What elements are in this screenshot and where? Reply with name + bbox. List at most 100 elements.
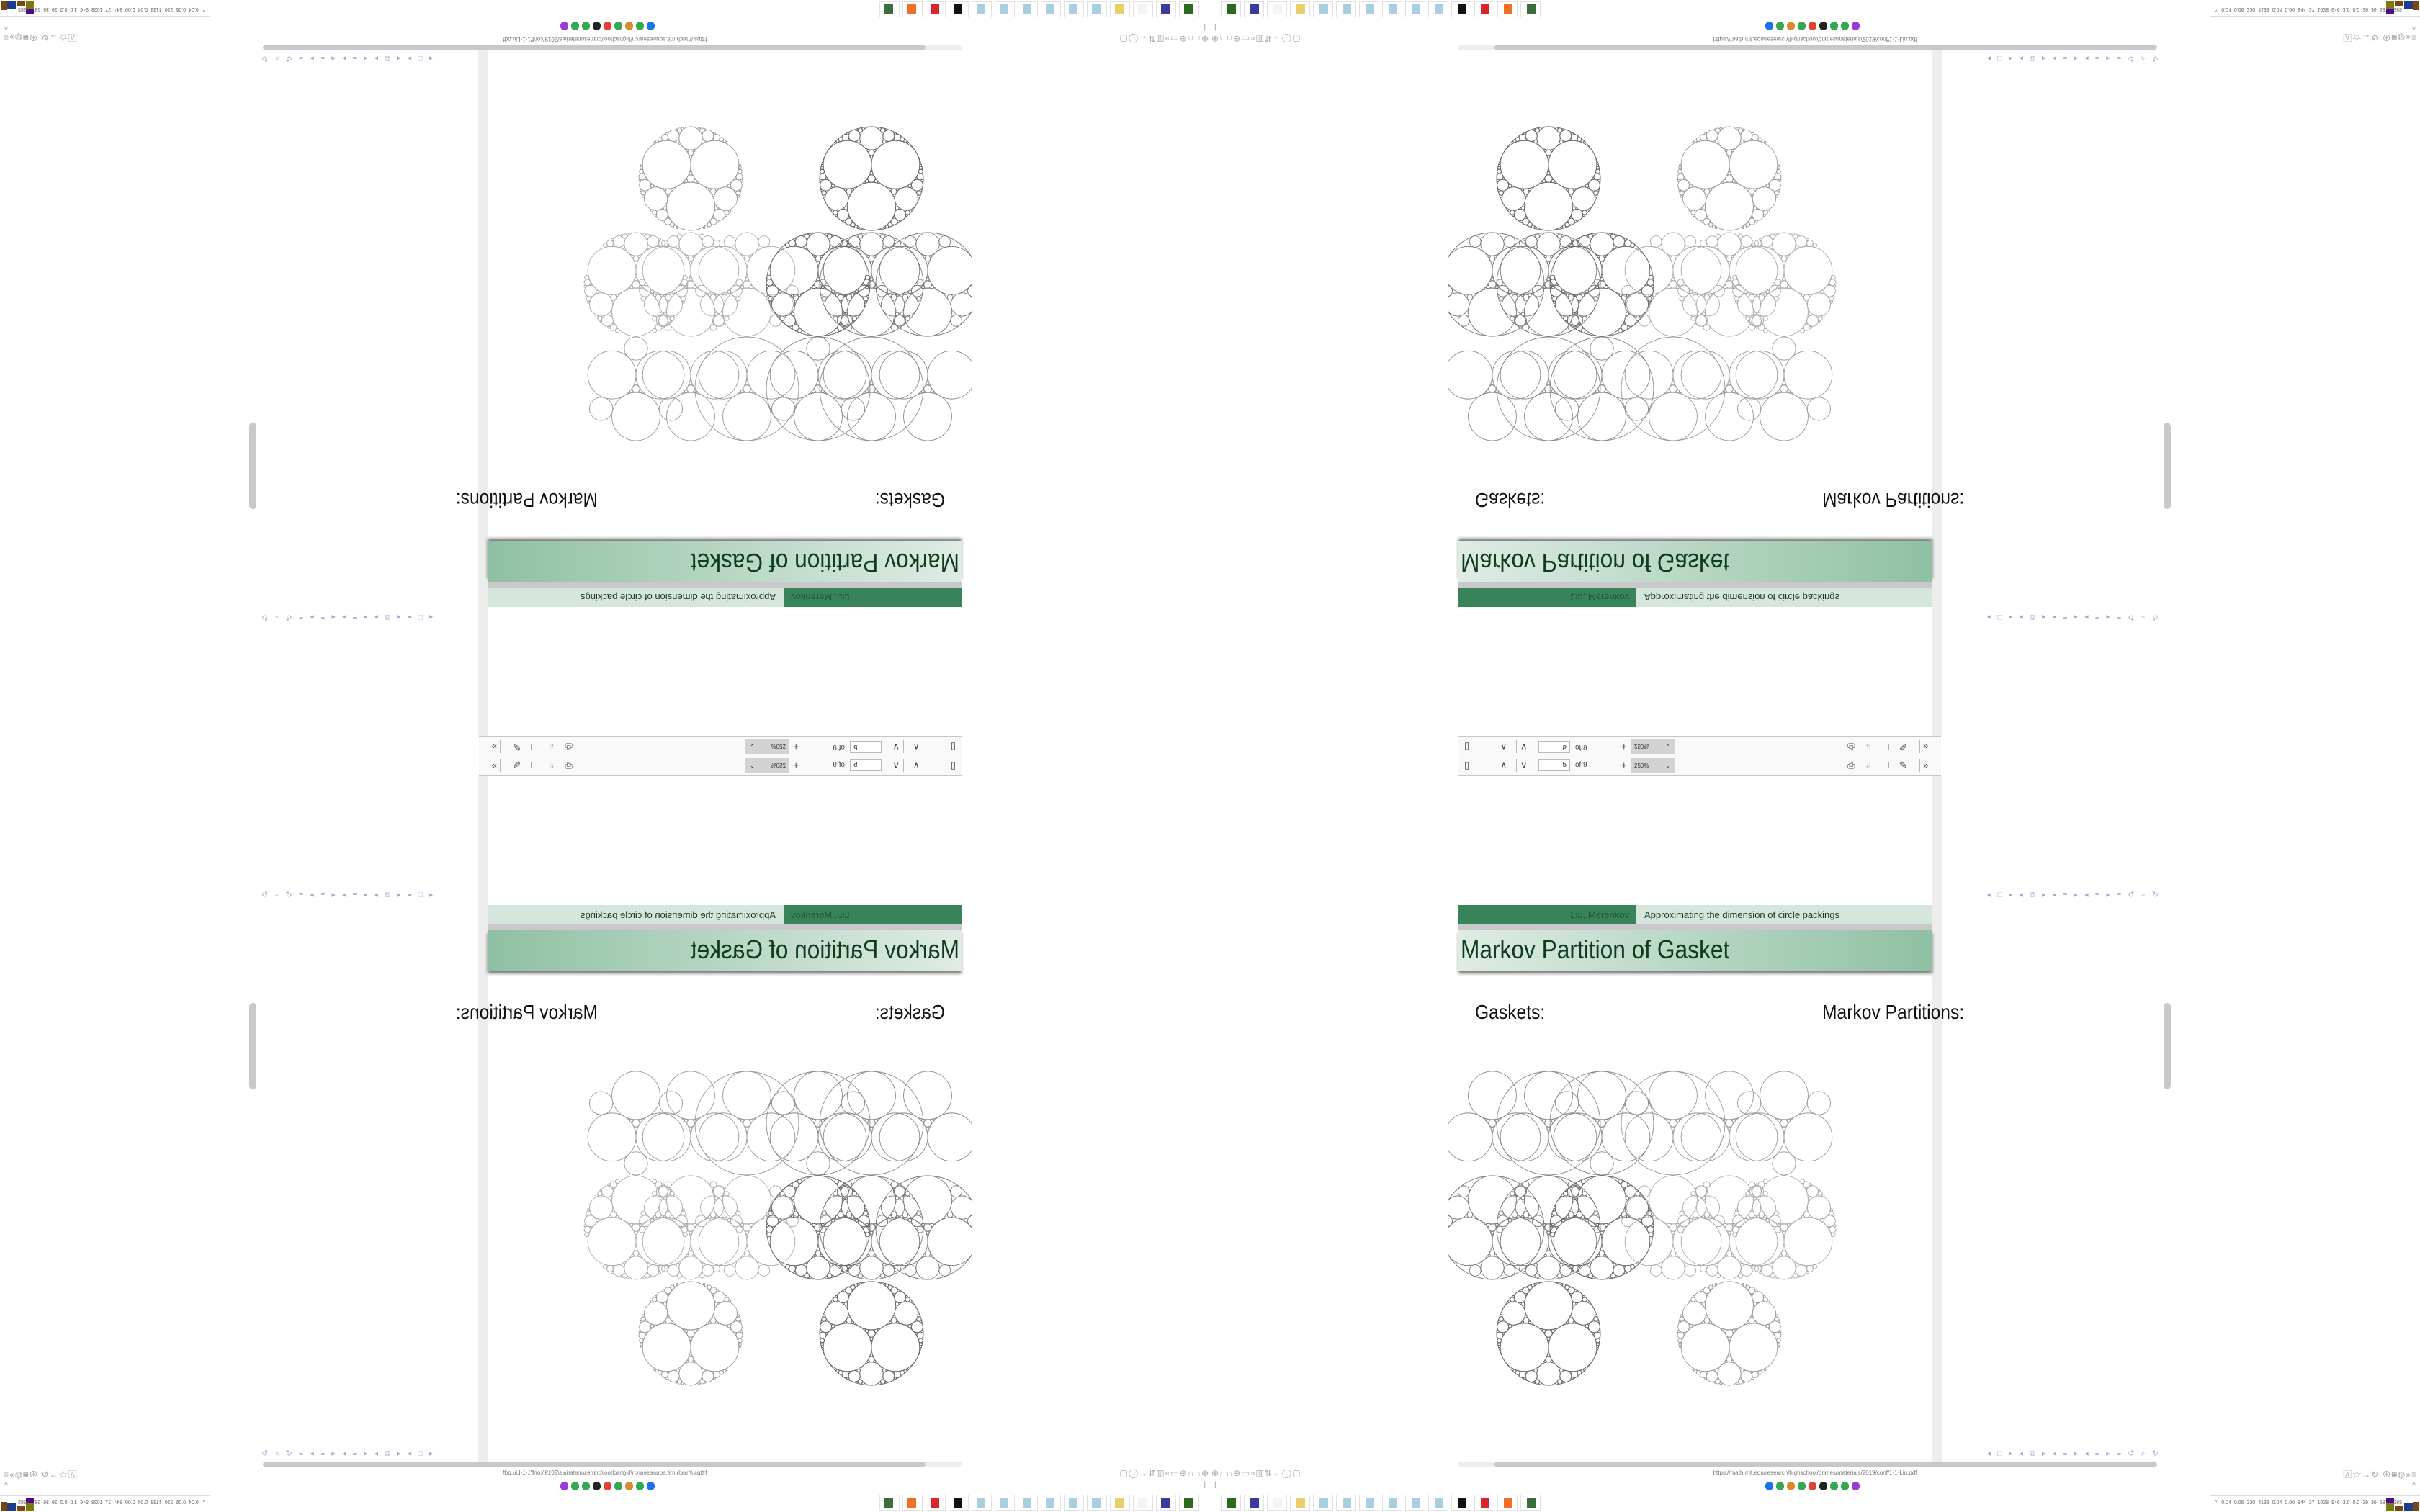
url-text[interactable]: https://math.mit.edu/research/highschool… [503,36,707,42]
taskbar-app-button[interactable] [1451,1495,1471,1511]
taskbar-app-button[interactable] [902,1495,923,1511]
taskbar-app-button[interactable] [1520,1,1541,17]
address-bar[interactable]: ⊕∩∩⊕▭»▥⇅←◯▢ https://math.mit.edu/researc… [1210,32,2420,45]
zoom-out-icon[interactable]: − [1611,742,1617,752]
taskbar-app-button[interactable] [879,1495,900,1511]
taskbar-app-button[interactable] [995,1,1015,17]
taskbar-app-button[interactable] [1405,1,1425,17]
zoom-out-icon[interactable]: − [803,742,809,752]
taskbar-app-button[interactable] [1359,1,1379,17]
page-down-icon[interactable]: ∨ [1516,740,1528,753]
bookmark-favicon[interactable] [1852,22,1860,30]
bookmark-favicon[interactable] [593,22,601,30]
print-icon[interactable]: ⎙ [1847,760,1855,770]
beamer-nav-bottom[interactable]: ◂ □ ▸ ◂ ⧉ ▸ ◂ ≡ ▸ ◂ ≡ ▸ ≡ ↺ ⌕ ↻ [259,1449,434,1458]
text-select-icon[interactable]: I [1883,759,1890,772]
bookmark-favicon[interactable] [560,1482,568,1490]
taskbar-app-button[interactable] [1313,1495,1333,1511]
beamer-nav-top[interactable]: ◂ □ ▸ ◂ ⧉ ▸ ◂ ≡ ▸ ◂ ≡ ▸ ≡ ↺ ⌕ ↻ [259,613,434,621]
address-bar[interactable]: ⊕∩∩⊕▭»▥⇅←◯▢ https://math.mit.edu/researc… [0,1467,1210,1480]
vertical-scrollbar[interactable] [249,423,256,509]
taskbar-app-button[interactable] [1451,1,1471,17]
beamer-nav-bottom[interactable]: ◂ □ ▸ ◂ ⧉ ▸ ◂ ≡ ▸ ◂ ≡ ▸ ≡ ↺ ⌕ ↻ [1986,54,2161,63]
taskbar-app-button[interactable] [926,1495,946,1511]
url-text[interactable]: https://math.mit.edu/research/highschool… [1713,1470,1917,1476]
zoom-out-icon[interactable]: − [803,760,809,770]
taskbar-app-button[interactable] [1382,1495,1402,1511]
zoom-select[interactable]: 250% ⌄ [1631,758,1675,773]
bookmark-favicon[interactable] [647,22,655,30]
vertical-scrollbar[interactable] [2164,1003,2171,1089]
sidebar-toggle-icon[interactable]: ▯ [1464,742,1470,752]
taskbar-app-button[interactable] [1041,1,1061,17]
zoom-in-icon[interactable]: + [1621,742,1627,752]
taskbar-app-button[interactable] [1336,1,1356,17]
draw-icon[interactable]: ✎ [513,742,521,752]
taskbar-app-button[interactable] [1221,1495,1241,1511]
bookmark-favicon[interactable] [1830,22,1838,30]
sidebar-toggle-icon[interactable]: ▯ [950,742,956,752]
page-down-icon[interactable]: ∨ [892,759,904,772]
tray-chevron-icon[interactable]: ^ [2215,6,2218,12]
beamer-nav-top[interactable]: ◂ □ ▸ ◂ ⧉ ▸ ◂ ≡ ▸ ◂ ≡ ▸ ≡ ↺ ⌕ ↻ [1986,891,2161,899]
taskbar-app-button[interactable] [1267,1,1287,17]
bookmark-favicon[interactable] [582,1482,590,1490]
bookmark-favicon[interactable] [1809,1482,1816,1490]
horizontal-scrollbar[interactable] [263,45,926,50]
taskbar-app-button[interactable] [1382,1,1402,17]
bookmark-favicon[interactable] [604,22,611,30]
taskbar-app-button[interactable] [972,1,992,17]
taskbar-app-button[interactable] [1474,1,1494,17]
toolbar-right-icons[interactable]: 🄰☆→↻ ⊕◙◍»≡ [2343,32,2417,42]
sidebar-toggle-icon[interactable]: ▯ [1464,760,1470,770]
bookmark-favicon[interactable] [1819,1482,1827,1490]
bookmark-favicon[interactable] [614,1482,622,1490]
url-text[interactable]: https://math.mit.edu/research/highschool… [503,1470,707,1476]
taskbar-app-button[interactable] [1087,1,1107,17]
taskbar-app-button[interactable] [995,1495,1015,1511]
address-bar[interactable]: ⊕∩∩⊕▭»▥⇅←◯▢ https://math.mit.edu/researc… [0,32,1210,45]
bookmarks-toggle[interactable]: ‖ [1203,22,1207,32]
taskbar-app-button[interactable] [1428,1495,1448,1511]
bookmark-favicon[interactable] [647,1482,655,1490]
zoom-in-icon[interactable]: + [793,760,799,770]
taskbar-app-button[interactable] [1156,1,1176,17]
text-select-icon[interactable]: I [530,740,537,753]
taskbar-app-button[interactable] [972,1495,992,1511]
zoom-in-icon[interactable]: + [793,742,799,752]
taskbar-app-button[interactable] [1133,1,1153,17]
taskbar-app-button[interactable] [1064,1,1084,17]
collapse-icon[interactable]: ^ [4,22,9,31]
bookmark-favicon[interactable] [625,1482,633,1490]
url-text[interactable]: https://math.mit.edu/research/highschool… [1713,36,1917,42]
taskbar-app-button[interactable] [1156,1495,1176,1511]
bookmarks-toggle[interactable]: ‖ [1213,22,1217,32]
bookmark-favicon[interactable] [1787,1482,1795,1490]
taskbar-app-button[interactable] [1405,1495,1425,1511]
bookmark-favicon[interactable] [582,22,590,30]
download-icon[interactable]: ⍗ [1865,742,1870,752]
toolbar-right-icons[interactable]: 🄰☆→↻ ⊕◙◍»≡ [2343,1470,2417,1480]
bookmark-favicon[interactable] [636,22,644,30]
more-tools-icon[interactable]: » [491,740,501,753]
page-down-icon[interactable]: ∨ [892,740,904,753]
bookmark-favicon[interactable] [1798,1482,1806,1490]
taskbar-app-button[interactable] [1179,1495,1199,1511]
page-up-icon[interactable]: ∧ [1500,742,1507,752]
taskbar-app-button[interactable] [1520,1495,1541,1511]
print-icon[interactable]: ⎙ [565,760,573,770]
taskbar-app-button[interactable] [1179,1,1199,17]
taskbar-app-button[interactable] [1313,1,1333,17]
taskbar-app-button[interactable] [949,1495,969,1511]
collapse-icon[interactable]: ^ [2411,22,2416,31]
print-icon[interactable]: ⎙ [565,742,573,752]
beamer-nav-bottom[interactable]: ◂ □ ▸ ◂ ⧉ ▸ ◂ ≡ ▸ ◂ ≡ ▸ ≡ ↺ ⌕ ↻ [1986,1449,2161,1458]
page-number-input[interactable]: 5 [1538,741,1570,753]
bookmark-favicon[interactable] [1798,22,1806,30]
download-icon[interactable]: ⍗ [550,742,555,752]
bookmark-favicon[interactable] [593,1482,601,1490]
draw-icon[interactable]: ✎ [513,760,521,770]
bookmark-favicon[interactable] [571,1482,579,1490]
address-bar[interactable]: ⊕∩∩⊕▭»▥⇅←◯▢ https://math.mit.edu/researc… [1210,1467,2420,1480]
page-up-icon[interactable]: ∧ [913,760,920,770]
